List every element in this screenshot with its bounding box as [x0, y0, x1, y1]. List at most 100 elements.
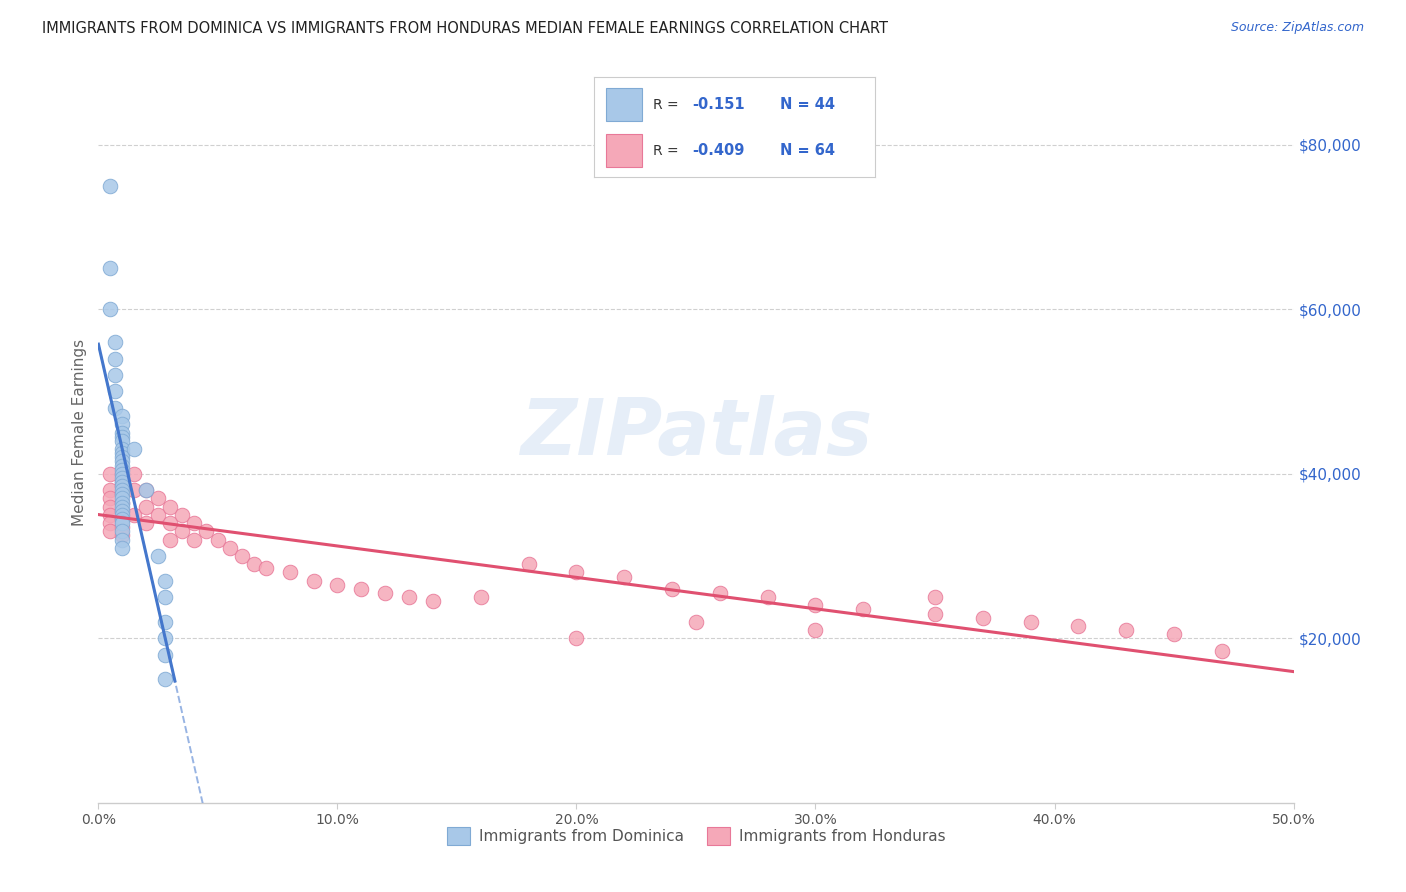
Text: IMMIGRANTS FROM DOMINICA VS IMMIGRANTS FROM HONDURAS MEDIAN FEMALE EARNINGS CORR: IMMIGRANTS FROM DOMINICA VS IMMIGRANTS F… — [42, 21, 889, 37]
Point — [111, 434, 134, 448]
Point — [111, 528, 134, 542]
Point — [111, 446, 134, 460]
Point — [709, 586, 731, 600]
Point — [517, 558, 540, 572]
Point — [243, 558, 266, 572]
Point — [111, 512, 134, 526]
Point — [111, 508, 134, 522]
Point — [159, 533, 181, 547]
Point — [565, 632, 588, 646]
Point — [98, 524, 122, 539]
Point — [183, 516, 205, 530]
Point — [111, 409, 134, 424]
Point — [124, 442, 146, 456]
Point — [111, 450, 134, 465]
Point — [350, 582, 373, 596]
Point — [98, 508, 122, 522]
Point — [148, 491, 170, 506]
Point — [613, 569, 636, 583]
Point — [135, 483, 157, 498]
Point — [1163, 627, 1185, 641]
Point — [111, 524, 134, 539]
Point — [924, 607, 946, 621]
Point — [98, 467, 122, 481]
Point — [104, 335, 127, 350]
Point — [111, 417, 134, 432]
Point — [155, 590, 177, 604]
Point — [98, 178, 122, 193]
Point — [148, 549, 170, 563]
Point — [124, 467, 146, 481]
Point — [219, 541, 242, 555]
Point — [565, 566, 588, 580]
Y-axis label: Median Female Earnings: Median Female Earnings — [72, 339, 87, 526]
Point — [111, 520, 134, 534]
Legend: Immigrants from Dominica, Immigrants from Honduras: Immigrants from Dominica, Immigrants fro… — [440, 821, 952, 851]
Point — [111, 479, 134, 493]
Point — [1067, 619, 1090, 633]
Point — [98, 261, 122, 276]
Point — [135, 483, 157, 498]
Point — [111, 512, 134, 526]
Point — [135, 516, 157, 530]
Point — [804, 623, 827, 637]
Point — [159, 516, 181, 530]
Point — [111, 425, 134, 440]
Point — [111, 500, 134, 514]
Point — [111, 458, 134, 473]
Point — [155, 615, 177, 629]
Point — [422, 594, 444, 608]
Point — [98, 491, 122, 506]
Point — [172, 524, 194, 539]
Point — [155, 574, 177, 588]
Point — [111, 504, 134, 518]
Point — [111, 495, 134, 509]
Point — [111, 462, 134, 476]
Point — [231, 549, 253, 563]
Point — [98, 483, 122, 498]
Point — [111, 491, 134, 506]
Point — [1211, 643, 1233, 657]
Point — [124, 508, 146, 522]
Point — [111, 487, 134, 501]
Point — [155, 632, 177, 646]
Point — [302, 574, 325, 588]
Point — [111, 442, 134, 456]
Point — [111, 479, 134, 493]
Point — [155, 673, 177, 687]
Point — [111, 467, 134, 481]
Point — [111, 475, 134, 489]
Point — [104, 351, 127, 366]
Point — [98, 302, 122, 317]
Point — [111, 495, 134, 509]
Point — [972, 610, 994, 624]
Point — [685, 615, 707, 629]
Point — [172, 508, 194, 522]
Point — [104, 384, 127, 399]
Point — [756, 590, 779, 604]
Point — [135, 500, 157, 514]
Point — [98, 516, 122, 530]
Point — [398, 590, 420, 604]
Point — [111, 471, 134, 485]
Point — [852, 602, 875, 616]
Point — [98, 500, 122, 514]
Point — [148, 508, 170, 522]
Point — [111, 487, 134, 501]
Point — [183, 533, 205, 547]
Point — [155, 648, 177, 662]
Point — [111, 533, 134, 547]
Point — [195, 524, 218, 539]
Point — [254, 561, 277, 575]
Point — [661, 582, 683, 596]
Point — [111, 454, 134, 468]
Point — [104, 368, 127, 382]
Point — [1019, 615, 1042, 629]
Point — [1115, 623, 1137, 637]
Point — [470, 590, 492, 604]
Text: ZIPatlas: ZIPatlas — [520, 394, 872, 471]
Point — [111, 541, 134, 555]
Point — [111, 475, 134, 489]
Point — [159, 500, 181, 514]
Point — [924, 590, 946, 604]
